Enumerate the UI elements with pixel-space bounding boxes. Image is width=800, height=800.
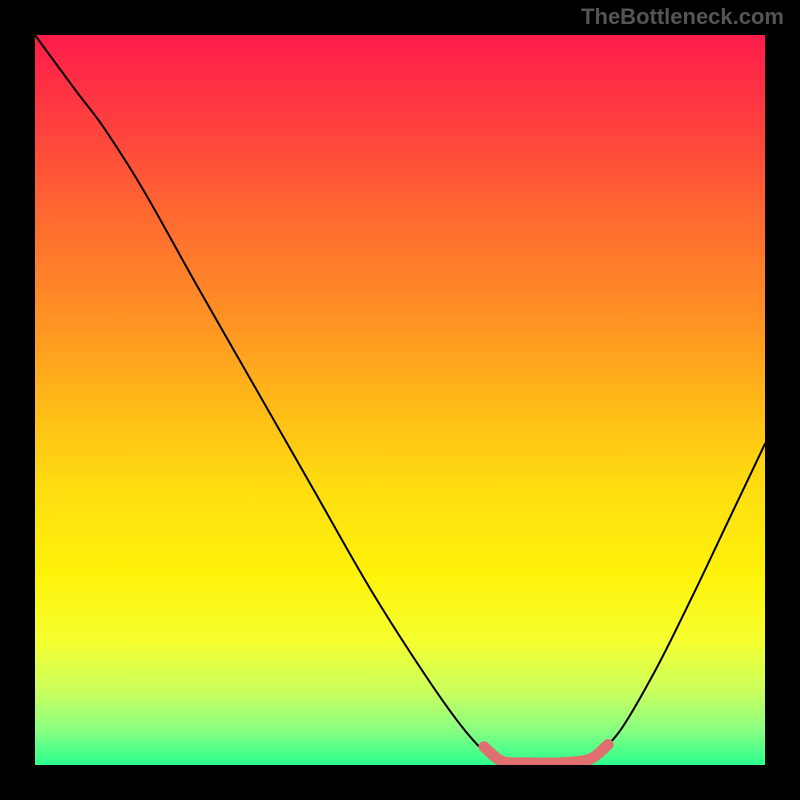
figure-container: TheBottleneck.com [0,0,800,800]
plot-area [35,35,765,765]
gradient-background [35,35,765,765]
watermark-text: TheBottleneck.com [581,4,784,30]
chart-svg [35,35,765,765]
